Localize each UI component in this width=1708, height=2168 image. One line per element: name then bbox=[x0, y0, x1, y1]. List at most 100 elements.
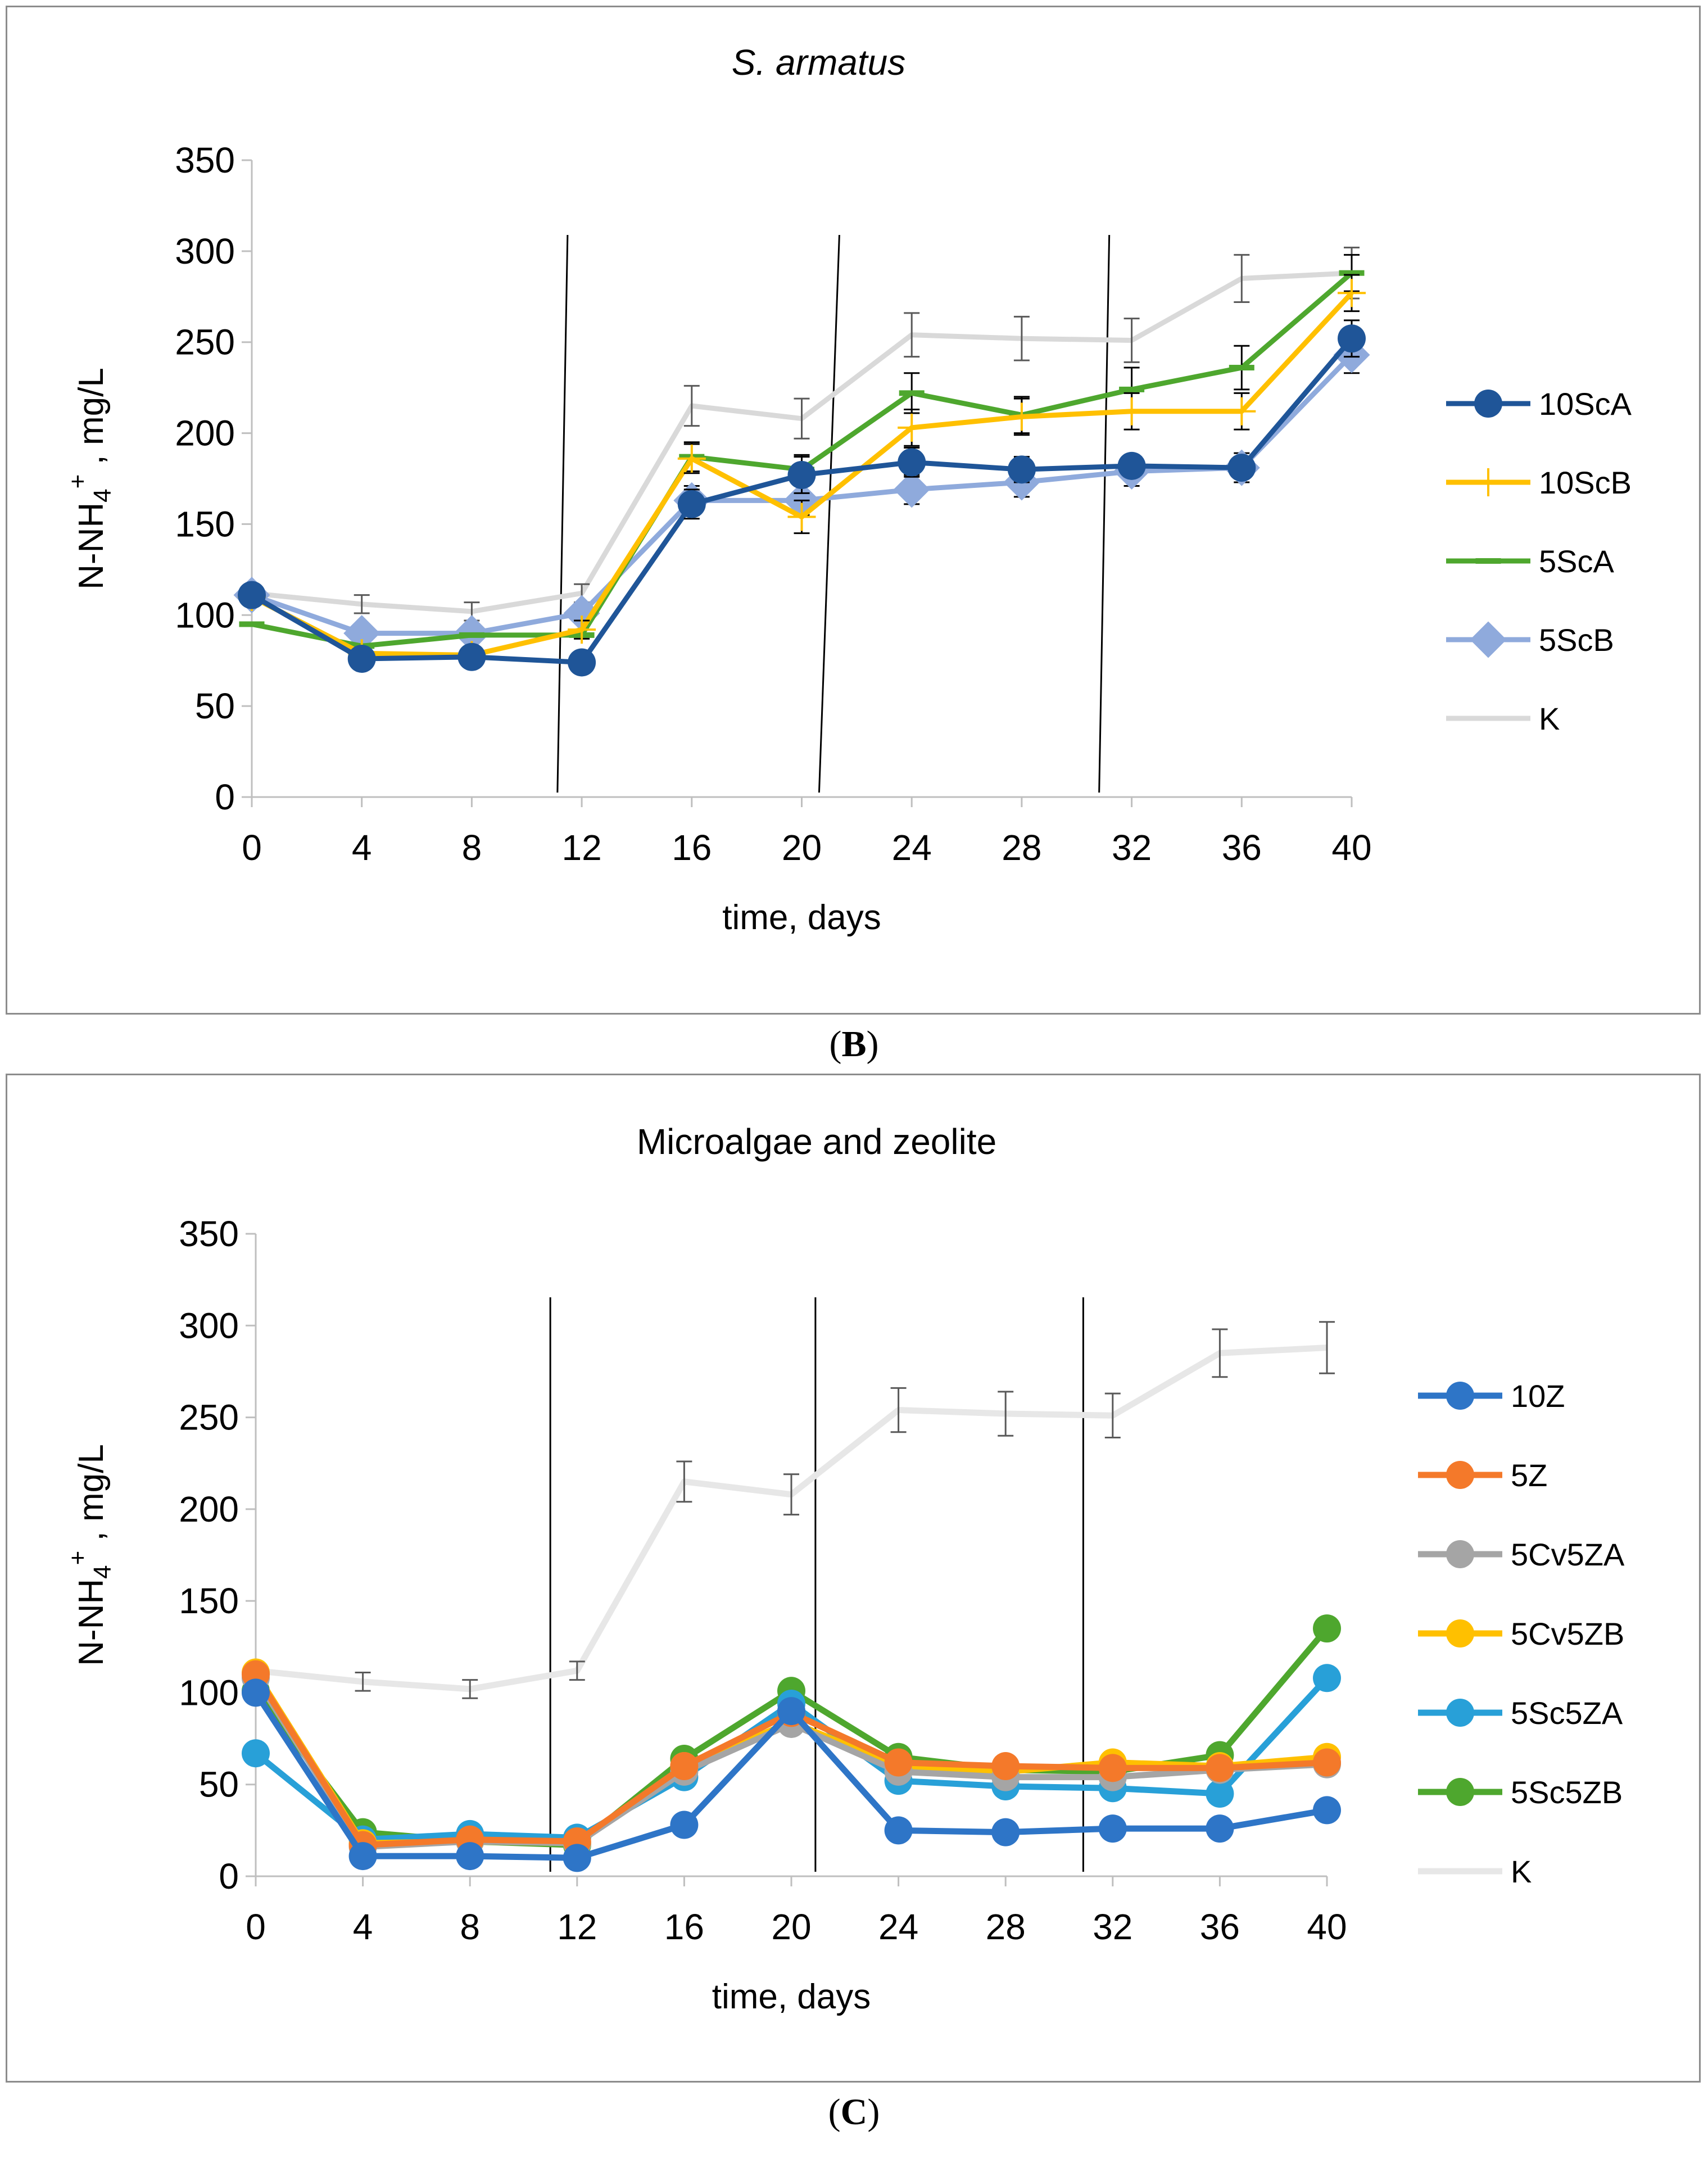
x-axis-label: time, days bbox=[722, 898, 881, 937]
series-line-K bbox=[255, 1344, 1328, 1692]
y-tick-label: 200 bbox=[175, 413, 235, 454]
data-point-10Z bbox=[348, 1842, 377, 1871]
caption-c: (C) bbox=[828, 2092, 880, 2133]
caption-b: (B) bbox=[829, 1024, 879, 1065]
y-tick-label: 0 bbox=[215, 777, 235, 817]
data-point-5Sc5ZA bbox=[1206, 1780, 1234, 1808]
data-point-10Z bbox=[242, 1678, 270, 1707]
x-tick-label: 20 bbox=[782, 827, 822, 868]
y-tick-label: 100 bbox=[179, 1672, 239, 1713]
chart-panel-c: Microalgae and zeolite 0 50 100 150 200 250 300… bbox=[6, 1074, 1701, 2083]
y-tick-label: 350 bbox=[175, 140, 235, 180]
legend-item-5ScB: 5ScB bbox=[1446, 621, 1614, 658]
data-point-10ScA bbox=[1117, 451, 1146, 480]
legend-item-5Cv5ZB: 5Cv5ZB bbox=[1418, 1616, 1624, 1651]
y-axis-label-tail: , mg/L bbox=[72, 1444, 111, 1551]
data-point-10ScA bbox=[677, 490, 706, 518]
data-point-10Z bbox=[1313, 1796, 1341, 1825]
legend-swatch-marker bbox=[1474, 468, 1502, 496]
data-point-10ScA bbox=[347, 644, 376, 673]
y-axis-label: N-NH4+ , mg/L bbox=[64, 1444, 116, 1666]
data-point-10ScB bbox=[1007, 402, 1036, 431]
data-point-5Sc5ZA bbox=[242, 1739, 270, 1768]
separator-line bbox=[818, 234, 840, 793]
y-axis-label-sub: 4 bbox=[89, 488, 116, 502]
legend-swatch-marker bbox=[1474, 390, 1502, 418]
x-tick-label: 32 bbox=[1112, 827, 1152, 868]
data-point-5ScB bbox=[893, 471, 930, 508]
series-K bbox=[255, 1321, 1335, 1699]
legend-label-5ScA: 5ScA bbox=[1539, 544, 1614, 579]
series-K bbox=[251, 246, 1360, 622]
data-point-10Z bbox=[991, 1818, 1020, 1846]
data-point-5ScA bbox=[459, 632, 484, 638]
data-point-10ScB bbox=[568, 615, 596, 644]
data-point-10Z bbox=[670, 1811, 699, 1839]
data-point-10ScA bbox=[1227, 454, 1256, 482]
series-5ScA bbox=[239, 254, 1365, 649]
y-axis-label-main: N-NH bbox=[72, 503, 111, 590]
data-point-5Z bbox=[1313, 1748, 1341, 1777]
legend-label-5ScB: 5ScB bbox=[1539, 622, 1614, 658]
chart-b: S. armatus 0 50 100 150 200 250 300 350 0 4 8 12 16 20… bbox=[64, 42, 1632, 937]
data-point-10Z bbox=[563, 1844, 591, 1872]
x-tick-label: 20 bbox=[771, 1907, 811, 1947]
legend-item-K: K bbox=[1446, 701, 1560, 736]
x-tick-label: 0 bbox=[246, 1907, 266, 1947]
legend-item-10ScA: 10ScA bbox=[1446, 386, 1632, 422]
data-point-10ScA bbox=[1338, 324, 1366, 353]
legend-swatch-marker bbox=[1446, 1778, 1474, 1806]
legend-swatch-marker bbox=[1475, 558, 1501, 564]
data-point-10ScB bbox=[1117, 397, 1146, 426]
y-axis-label-tail: , mg/L bbox=[72, 368, 111, 474]
data-point-5ScA bbox=[1339, 270, 1365, 276]
legend-label-5Cv5ZB: 5Cv5ZB bbox=[1511, 1616, 1624, 1651]
data-point-10Z bbox=[884, 1816, 913, 1845]
x-tick-label: 12 bbox=[557, 1907, 597, 1947]
y-tick-label: 250 bbox=[179, 1397, 239, 1438]
y-axis-label-main: N-NH bbox=[72, 1579, 111, 1666]
data-point-5Sc5ZA bbox=[1313, 1664, 1341, 1692]
y-tick-label: 250 bbox=[175, 322, 235, 363]
legend-swatch-marker bbox=[1446, 1699, 1474, 1727]
x-tick-label: 24 bbox=[892, 827, 932, 868]
y-tick-label: 350 bbox=[179, 1214, 239, 1254]
x-tick-label: 16 bbox=[664, 1907, 704, 1947]
data-point-5ScA bbox=[1119, 386, 1145, 392]
data-point-10Z bbox=[1206, 1814, 1234, 1843]
data-point-10Z bbox=[1098, 1814, 1127, 1843]
y-tick-label: 100 bbox=[175, 595, 235, 635]
x-tick-label: 0 bbox=[242, 827, 262, 868]
x-tick-label: 28 bbox=[986, 1907, 1026, 1947]
legend-swatch-marker bbox=[1446, 1461, 1474, 1489]
y-tick-label: 50 bbox=[195, 686, 235, 726]
y-tick-label: 50 bbox=[199, 1764, 239, 1805]
chart-title: Microalgae and zeolite bbox=[637, 1121, 996, 1162]
data-point-10ScA bbox=[1007, 455, 1036, 484]
x-tick-label: 32 bbox=[1093, 1907, 1132, 1947]
y-tick-label: 150 bbox=[175, 504, 235, 544]
chart-c: Microalgae and zeolite050100150200250300… bbox=[64, 1121, 1625, 2016]
data-point-10Z bbox=[777, 1697, 805, 1726]
data-point-10ScA bbox=[457, 642, 486, 671]
x-tick-label: 16 bbox=[672, 827, 712, 868]
legend-item-10Z: 10Z bbox=[1418, 1378, 1565, 1414]
chart-title: S. armatus bbox=[732, 42, 905, 83]
data-point-10ScB bbox=[677, 444, 706, 473]
x-tick-label: 8 bbox=[462, 827, 482, 868]
y-axis-label: N-NH4+ , mg/L bbox=[64, 368, 116, 590]
legend-label-10Z: 10Z bbox=[1511, 1378, 1565, 1414]
data-point-5Sc5ZB bbox=[1313, 1614, 1341, 1643]
y-tick-label: 200 bbox=[179, 1489, 239, 1529]
x-tick-label: 4 bbox=[352, 827, 372, 868]
y-tick-label: 0 bbox=[219, 1856, 239, 1897]
legend-swatch-marker bbox=[1446, 1540, 1474, 1568]
data-point-5ScA bbox=[1229, 365, 1254, 371]
caption-c-letter: C bbox=[840, 2092, 868, 2133]
data-point-10ScB bbox=[898, 413, 926, 442]
data-point-5Z bbox=[884, 1748, 913, 1777]
series-10Z bbox=[242, 1678, 1341, 1872]
data-point-5Z bbox=[991, 1752, 1020, 1781]
series-10ScA bbox=[238, 319, 1366, 677]
chart-panel-b: S. armatus 0 50 100 150 200 250 300 350 0 4 8 12 16 20… bbox=[6, 6, 1701, 1015]
